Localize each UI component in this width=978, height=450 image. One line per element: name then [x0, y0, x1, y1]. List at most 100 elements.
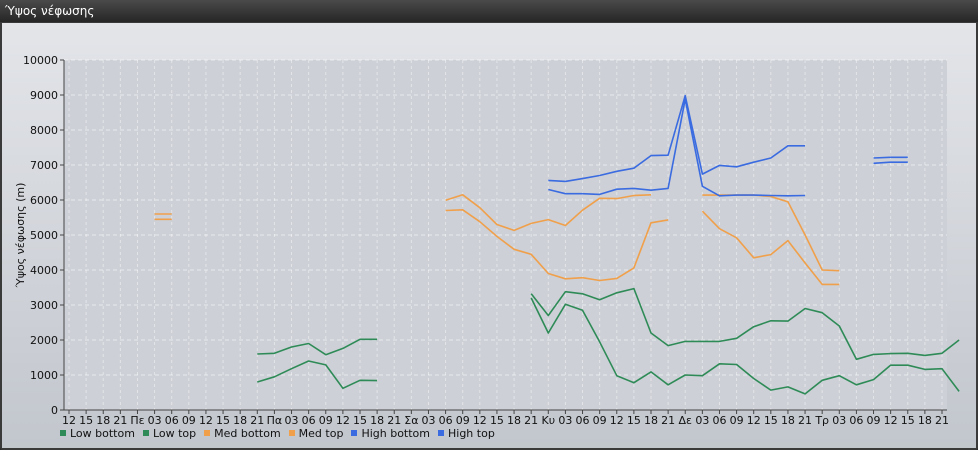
- y-tick-label: 3000: [30, 299, 58, 312]
- legend-item[interactable]: Low bottom: [60, 426, 135, 440]
- chart-panel: 0 1000 2000 3000 4000 5000 6000 7000 8000 9000 100…: [2, 23, 976, 448]
- x-tick-label: 15: [79, 414, 93, 427]
- series-line-low-top: [530, 287, 960, 361]
- legend-swatch: [142, 430, 149, 436]
- series-high-top: [548, 94, 908, 183]
- x-tick-label: Σα: [404, 414, 418, 427]
- y-tick-label: 0: [51, 404, 58, 417]
- x-tick-label: 12: [884, 414, 898, 427]
- series-line-low-top: [257, 338, 378, 356]
- y-tick-label: 7000: [30, 159, 58, 172]
- x-tick-label: 21: [798, 414, 812, 427]
- x-tick-label: 06: [165, 414, 179, 427]
- x-tick-label: 06: [302, 414, 316, 427]
- y-axis-label: Ύψος νέφωσης (m): [14, 183, 27, 289]
- x-tick-label: 15: [901, 414, 915, 427]
- x-tick-label: 15: [627, 414, 641, 427]
- x-tick-label: 06: [576, 414, 590, 427]
- x-tick-label: 21: [524, 414, 538, 427]
- legend-item[interactable]: Low top: [142, 426, 197, 440]
- x-tick-label: 18: [96, 414, 110, 427]
- x-tick-label: 18: [918, 414, 932, 427]
- x-tick-label: 18: [781, 414, 795, 427]
- x-tick-label: Τρ: [814, 414, 829, 427]
- series-line-high-bottom: [548, 98, 806, 197]
- series-line-high-top: [548, 94, 806, 183]
- legend-item[interactable]: Med bottom: [204, 426, 281, 440]
- x-tick-label: 03: [285, 414, 299, 427]
- x-tick-label: 09: [182, 414, 196, 427]
- series-line-high-top: [873, 156, 908, 159]
- x-tick-label: 09: [730, 414, 744, 427]
- legend-swatch: [351, 430, 358, 436]
- x-tick-label: 12: [336, 414, 350, 427]
- series-line-low-bottom: [257, 360, 378, 390]
- window-title: Ύψος νέφωσης: [0, 0, 978, 22]
- x-tick-label: 12: [473, 414, 487, 427]
- x-tick-label: 21: [935, 414, 949, 427]
- x-tick-label: Κυ: [542, 414, 556, 427]
- y-tick-label: 10000: [23, 54, 58, 67]
- x-tick-label: 09: [456, 414, 470, 427]
- x-tick-label: 15: [353, 414, 367, 427]
- x-tick-label: 21: [113, 414, 127, 427]
- x-tick-label: 18: [644, 414, 658, 427]
- x-tick-label: Πε: [130, 414, 144, 427]
- x-tick-label: 15: [764, 414, 778, 427]
- x-tick-label: 15: [216, 414, 230, 427]
- legend-label: Low top: [152, 426, 197, 440]
- legend-item[interactable]: Med top: [288, 426, 344, 440]
- chart-legend: Low bottom Low top Med bottom Med top High b…: [60, 426, 495, 440]
- x-tick-label: Δε: [678, 414, 692, 427]
- x-tick-label: Πα: [267, 414, 283, 427]
- series-line-med-bottom: [445, 209, 669, 282]
- x-tick-label: 09: [319, 414, 333, 427]
- series-line-high-bottom: [873, 161, 908, 165]
- x-tick-label: 12: [199, 414, 213, 427]
- y-tick-label: 5000: [30, 229, 58, 242]
- legend-label: High bottom: [361, 426, 430, 440]
- x-tick-label: 03: [148, 414, 162, 427]
- x-tick-label: 03: [695, 414, 709, 427]
- cloud-height-chart: 0 1000 2000 3000 4000 5000 6000 7000 8000 9000 100…: [14, 54, 960, 427]
- y-tick-label: 4000: [30, 264, 58, 277]
- x-tick-label: 09: [593, 414, 607, 427]
- legend-item[interactable]: High bottom: [351, 426, 430, 440]
- x-tick-label: 03: [832, 414, 846, 427]
- x-tick-label: 18: [233, 414, 247, 427]
- legend-swatch: [204, 430, 211, 436]
- x-tick-label: 21: [250, 414, 264, 427]
- x-tick-label: 12: [62, 414, 76, 427]
- x-tick-label: 15: [490, 414, 504, 427]
- x-tick-label: 12: [747, 414, 761, 427]
- x-tick-label: 12: [610, 414, 624, 427]
- legend-item[interactable]: High top: [438, 426, 495, 440]
- x-tick-label: 06: [712, 414, 726, 427]
- legend-label: Med bottom: [214, 426, 281, 440]
- x-tick-label: 18: [507, 414, 521, 427]
- y-tick-label: 9000: [30, 89, 58, 102]
- series-line-med-bottom: [701, 210, 840, 286]
- legend-swatch: [60, 430, 66, 436]
- x-tick-label: 09: [867, 414, 881, 427]
- legend-swatch: [288, 430, 295, 436]
- x-tick-label: 06: [439, 414, 453, 427]
- series-med-bottom: [154, 209, 840, 286]
- series-low-top: [257, 287, 960, 361]
- legend-label: Low bottom: [70, 426, 135, 440]
- y-tick-label: 2000: [30, 334, 58, 347]
- x-tick-label: 06: [849, 414, 863, 427]
- x-tick-label: 03: [558, 414, 572, 427]
- y-tick-label: 1000: [30, 369, 58, 382]
- series-high-bottom: [548, 98, 908, 197]
- legend-label: High top: [448, 426, 495, 440]
- x-tick-label: 03: [421, 414, 435, 427]
- series-line-low-bottom: [530, 297, 960, 395]
- legend-swatch: [438, 430, 444, 436]
- x-tick-label: 21: [661, 414, 675, 427]
- x-tick-label: 21: [387, 414, 401, 427]
- y-tick-label: 8000: [30, 124, 58, 137]
- legend-label: Med top: [298, 426, 344, 440]
- x-tick-label: 18: [370, 414, 384, 427]
